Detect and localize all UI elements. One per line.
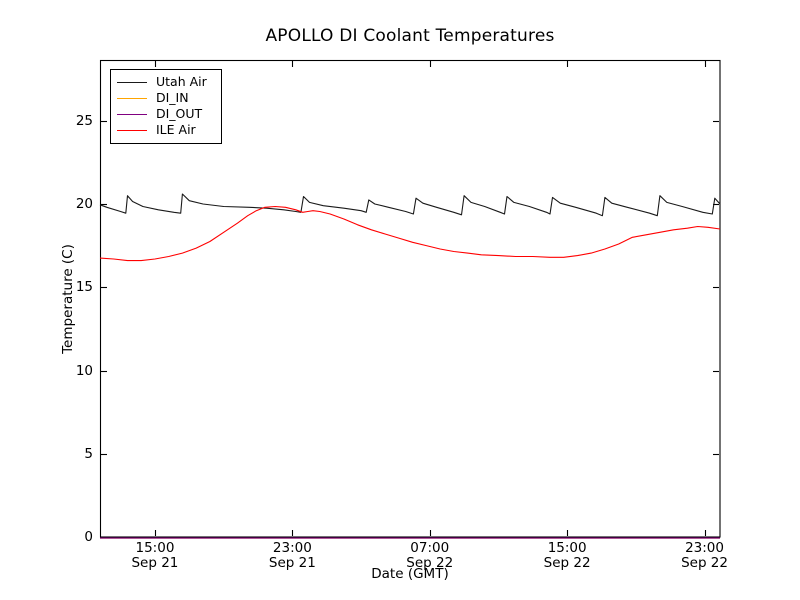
x-axis-label: Date (GMT) — [371, 566, 449, 582]
x-tick-time: 15:00 — [547, 540, 587, 556]
plot-border — [99, 59, 721, 538]
x-tick-time: 23:00 — [685, 540, 724, 556]
x-tick-date: Sep 22 — [681, 555, 728, 571]
y-tick-label: 15 — [75, 279, 93, 296]
y-tick-label: 10 — [75, 362, 93, 379]
legend-box: Utah Air DI_IN DI_OUT ILE Air — [110, 69, 222, 144]
axis-ticks — [101, 61, 719, 539]
legend-item-di-out: DI_OUT — [117, 106, 215, 122]
ile-air-line-swatch — [117, 129, 147, 131]
utah-air-line-swatch — [117, 81, 147, 83]
legend-item-di-in: DI_IN — [117, 90, 215, 106]
x-tick-label: 07:00 Sep 22 — [385, 541, 475, 571]
x-tick-time: 07:00 — [410, 540, 450, 556]
legend-label: ILE Air — [156, 122, 196, 137]
legend-label: DI_IN — [156, 90, 189, 105]
y-axis-label: Temperature (C) — [60, 244, 76, 354]
data-series-lines — [99, 193, 721, 539]
x-tick-date: Sep 21 — [268, 555, 316, 571]
legend-item-utah-air: Utah Air — [117, 74, 215, 90]
legend-item-ile-air: ILE Air — [117, 122, 215, 138]
series-line-ile-air — [99, 205, 721, 262]
legend-label: DI_OUT — [156, 106, 203, 121]
legend-label: Utah Air — [156, 74, 207, 89]
x-tick-date: Sep 21 — [131, 555, 179, 571]
y-tick-label: 5 — [84, 445, 93, 462]
series-line-utah-air — [99, 193, 721, 217]
y-tick-label: 25 — [75, 112, 93, 129]
x-tick-label: 15:00 Sep 22 — [522, 541, 612, 571]
di-in-line-swatch — [117, 97, 147, 99]
x-tick-label: 23:00 Sep 21 — [247, 541, 337, 571]
x-tick-date: Sep 22 — [406, 555, 454, 571]
x-tick-time: 15:00 — [135, 540, 175, 556]
y-tick-label: 0 — [84, 529, 93, 545]
x-tick-time: 23:00 — [272, 540, 312, 556]
chart-title: APOLLO DI Coolant Temperatures — [265, 26, 555, 46]
x-tick-date: Sep 22 — [543, 555, 591, 571]
x-tick-label: 23:00 Sep 22 — [660, 541, 750, 571]
y-tick-label: 20 — [75, 196, 93, 213]
di-out-line-swatch — [117, 113, 147, 115]
x-tick-label: 15:00 Sep 21 — [110, 541, 200, 571]
